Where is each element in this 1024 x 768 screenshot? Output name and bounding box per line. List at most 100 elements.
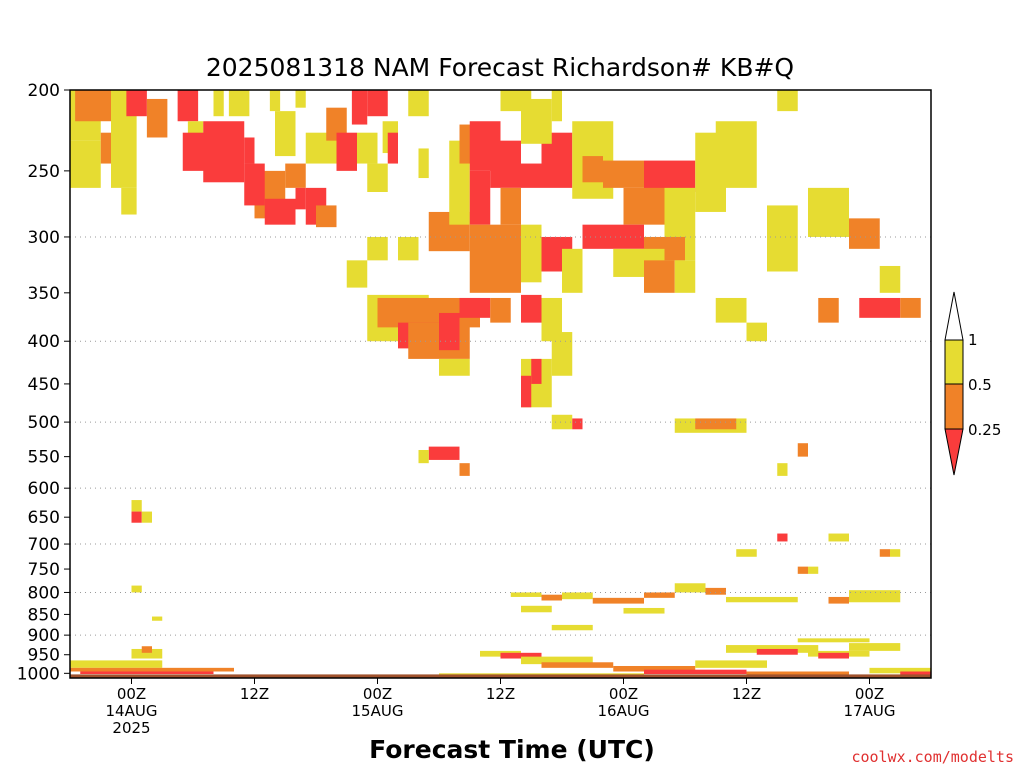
heatmap-cell bbox=[644, 260, 675, 293]
heatmap-cell bbox=[459, 463, 470, 476]
heatmap-cell bbox=[316, 205, 337, 228]
heatmap-cell bbox=[551, 90, 562, 122]
heatmap-cell bbox=[152, 616, 163, 621]
heatmap-cell bbox=[705, 587, 726, 595]
heatmap-cell bbox=[228, 90, 250, 117]
heatmap-cell bbox=[562, 248, 583, 293]
heatmap-cell bbox=[746, 671, 849, 676]
heatmap-cell bbox=[746, 322, 767, 342]
ground-band bbox=[70, 674, 931, 678]
colorbar-bin bbox=[944, 383, 964, 430]
heatmap-cell bbox=[100, 132, 111, 164]
x-tick-label: 17AUG bbox=[844, 702, 896, 720]
heatmap-cell bbox=[849, 590, 901, 603]
heatmap-cell bbox=[490, 140, 521, 188]
heatmap-cell bbox=[264, 198, 296, 225]
heatmap-cell bbox=[357, 132, 378, 164]
x-tick-label: 14AUG bbox=[106, 702, 158, 720]
y-axis: 200 250 300 350 400 450 500 550 600 650 700 750 8008… bbox=[17, 81, 70, 684]
y-tick-label: 500 bbox=[28, 413, 60, 433]
heatmap-cell bbox=[459, 297, 491, 318]
heatmap-cell bbox=[777, 533, 788, 542]
heatmap-cell bbox=[715, 297, 747, 323]
heatmap-cell bbox=[521, 375, 532, 408]
heatmap-cell bbox=[80, 671, 214, 675]
heatmap-cell bbox=[351, 90, 368, 125]
grid-lines bbox=[70, 236, 931, 636]
colorbar-bottom-arrow bbox=[944, 428, 964, 476]
heatmap-cell bbox=[551, 332, 573, 376]
heatmap-cell bbox=[849, 643, 901, 651]
heatmap-cell bbox=[521, 656, 593, 665]
heatmap-cell bbox=[269, 90, 281, 112]
x-tick-label: 00Z bbox=[855, 685, 884, 703]
heatmap-cell bbox=[131, 511, 142, 523]
heatmap-cell bbox=[828, 533, 849, 542]
heatmap-cell bbox=[521, 294, 542, 323]
heatmap-cell bbox=[439, 312, 460, 351]
y-tick-label: 450 bbox=[28, 375, 60, 395]
colorbar-legend: 1 0.5 0.25 bbox=[944, 291, 1001, 476]
heatmap-cell bbox=[674, 583, 706, 593]
heatmap-cell bbox=[521, 163, 542, 188]
y-tick-label: 600 bbox=[28, 479, 60, 499]
x-tick-label: 2025 bbox=[112, 719, 150, 737]
colorbar-label: 1 bbox=[968, 331, 978, 349]
heatmap-cell bbox=[469, 224, 521, 293]
heatmap-cell bbox=[890, 549, 901, 557]
heatmap-cell bbox=[736, 549, 757, 557]
y-tick-label: 250 bbox=[28, 162, 60, 182]
heatmap-cell bbox=[695, 660, 767, 668]
heatmap-cell bbox=[756, 648, 798, 655]
heatmap-cell bbox=[295, 187, 306, 210]
y-tick-label: 400 bbox=[28, 332, 60, 352]
y-tick-label: 750 bbox=[28, 560, 60, 580]
heatmap-cell bbox=[582, 224, 644, 249]
heatmap-cell bbox=[408, 90, 429, 117]
heatmap-cell bbox=[203, 121, 245, 183]
heatmap-cell bbox=[500, 652, 542, 659]
heatmap-cell bbox=[531, 358, 542, 384]
heatmap-cell bbox=[131, 500, 142, 512]
heatmap-cell bbox=[818, 652, 849, 659]
x-tick-label: 00Z bbox=[117, 685, 146, 703]
heatmap-cell bbox=[70, 667, 234, 672]
heatmap-cell bbox=[469, 170, 491, 225]
heatmap-cell bbox=[726, 596, 798, 603]
heatmap-cell bbox=[592, 597, 644, 604]
y-tick-label: 300 bbox=[28, 228, 60, 248]
x-tick-label: 12Z bbox=[486, 685, 515, 703]
heatmap-cell bbox=[797, 443, 808, 457]
y-tick-label: 700 bbox=[28, 535, 60, 555]
heatmap-cell bbox=[613, 665, 696, 672]
y-tick-label: 1000 bbox=[17, 664, 60, 684]
heatmap-cell bbox=[521, 605, 552, 613]
ground-fill bbox=[70, 674, 931, 678]
heatmap-cell bbox=[644, 592, 675, 598]
colorbar-bin bbox=[944, 339, 964, 385]
heatmap-cell bbox=[879, 549, 890, 557]
y-tick-label: 850 bbox=[28, 605, 60, 625]
heatmap-cell bbox=[541, 662, 614, 668]
heatmap-cell bbox=[141, 646, 152, 653]
heatmap-cell bbox=[900, 671, 931, 676]
heatmap-cell bbox=[849, 218, 880, 249]
heatmap-cell bbox=[603, 160, 644, 188]
heatmap-cell bbox=[572, 418, 583, 430]
colorbar-label: 0.5 bbox=[968, 376, 992, 394]
heatmap-cell bbox=[541, 297, 562, 342]
colorbar-label: 0.25 bbox=[968, 421, 1001, 439]
heatmap-cell bbox=[387, 132, 398, 164]
x-tick-label: 00Z bbox=[609, 685, 638, 703]
heatmap-cell bbox=[367, 236, 388, 261]
heatmap-cell bbox=[695, 418, 737, 430]
heatmap-cell bbox=[336, 132, 357, 171]
heatmap-cell bbox=[346, 260, 368, 288]
heatmap-cell bbox=[244, 137, 255, 164]
heatmap-cell bbox=[859, 297, 901, 318]
heatmap-cell bbox=[398, 236, 419, 261]
heatmap-cell bbox=[541, 594, 562, 601]
y-tick-label: 900 bbox=[28, 626, 60, 646]
heatmap-cell bbox=[726, 645, 819, 653]
